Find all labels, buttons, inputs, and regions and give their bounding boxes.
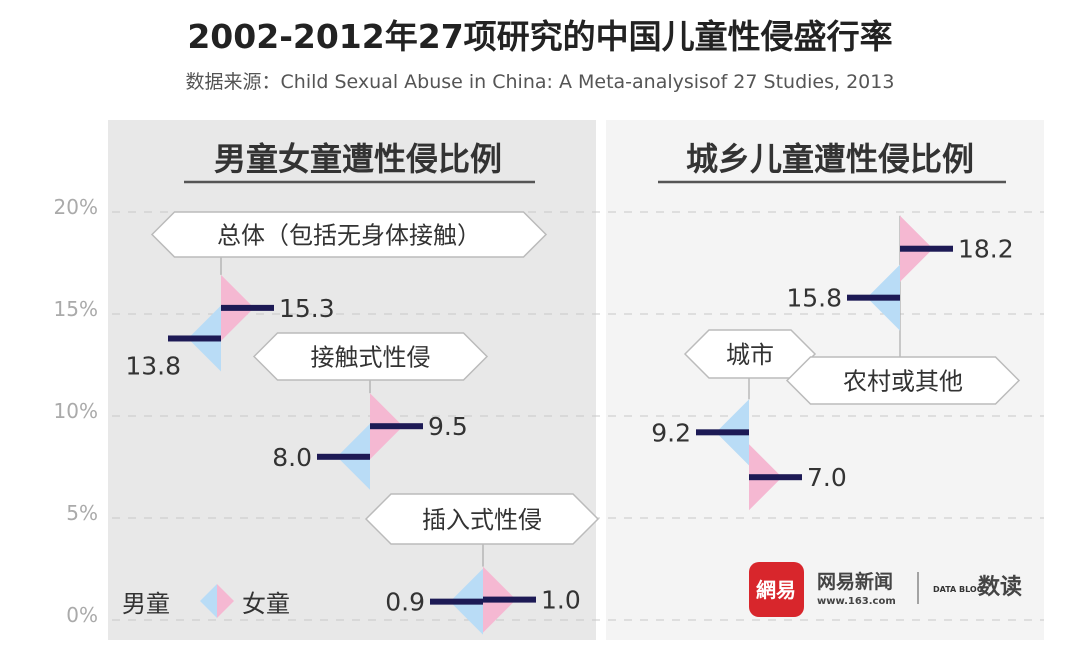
category-label: 农村或其他 xyxy=(843,368,963,396)
netease-logo-mark xyxy=(749,562,804,617)
subtitle: 数据来源：Child Sexual Abuse in China: A Meta… xyxy=(186,71,895,93)
legend-girl-label: 女童 xyxy=(242,590,290,618)
brand-name: 网易新闻 xyxy=(817,570,893,593)
group-0-0: 13.8 15.3 总体（包括无身体接触） xyxy=(125,211,548,380)
boy-value-label: 8.0 xyxy=(272,443,312,472)
boy-bar xyxy=(317,453,370,460)
y-axis-ticks: 0% 5% 10% 15% 20% xyxy=(54,195,98,627)
girl-value-label: 7.0 xyxy=(807,463,847,492)
group-0-2: 0.9 1.0 插入式性侵 xyxy=(364,493,600,635)
girl-bar xyxy=(370,423,423,430)
y-tick-label: 15% xyxy=(54,297,98,321)
girl-value-label: 9.5 xyxy=(428,412,468,441)
group-1-0: 9.2 7.0 城市 xyxy=(651,329,847,511)
category-label-box xyxy=(683,329,817,379)
girl-value-label: 1.0 xyxy=(541,586,581,615)
boy-bar xyxy=(168,335,221,342)
data-blog-mark: DATA BLOG xyxy=(933,585,983,594)
y-tick-label: 5% xyxy=(66,501,98,525)
category-label: 城市 xyxy=(726,341,774,369)
girl-value-label: 18.2 xyxy=(958,235,1014,264)
y-tick-label: 10% xyxy=(54,399,98,423)
boy-value-label: 0.9 xyxy=(385,588,425,617)
section-name: 数读 xyxy=(978,574,1022,600)
category-label: 总体（包括无身体接触） xyxy=(217,222,481,250)
group-0-1: 8.0 9.5 接触式性侵 xyxy=(252,332,489,490)
category-label: 插入式性侵 xyxy=(422,506,542,534)
category-label-box xyxy=(252,332,489,381)
main-title: 2002-2012年27项研究的中国儿童性侵盛行率 xyxy=(187,17,892,56)
category-label-box xyxy=(785,356,1021,405)
girl-bar xyxy=(749,474,802,481)
boy-bar xyxy=(696,429,749,436)
brand-url: www.163.com xyxy=(817,596,896,607)
girl-value-label: 15.3 xyxy=(279,294,335,323)
chart-marks: 13.8 15.3 总体（包括无身体接触） 8.0 9.5 接触式性侵 0.9 1.0 插入式性… xyxy=(125,211,1021,635)
legend-boy-label: 男童 xyxy=(122,590,170,618)
category-label-box xyxy=(150,211,548,258)
boy-bar xyxy=(847,294,900,301)
left-panel-title: 男童女童遭性侵比例 xyxy=(214,140,502,178)
category-label: 接触式性侵 xyxy=(311,344,431,372)
y-tick-label: 0% xyxy=(66,603,98,627)
netease-logo-mark-text: 網易 xyxy=(756,578,796,602)
girl-bar xyxy=(483,596,536,603)
logo: 網易 网易新闻 www.163.com DATA BLOG 数读 xyxy=(749,562,1022,617)
boy-bar xyxy=(430,598,483,605)
legend: 男童 女童 xyxy=(122,584,290,618)
y-tick-label: 20% xyxy=(54,195,98,219)
legend-boy-swatch xyxy=(200,584,217,618)
right-panel-title: 城乡儿童遭性侵比例 xyxy=(686,140,974,178)
category-label-box xyxy=(364,493,600,545)
girl-bar xyxy=(900,245,953,252)
legend-girl-swatch xyxy=(217,584,234,618)
girl-bar xyxy=(221,304,274,311)
group-1-1: 15.8 18.2 农村或其他 xyxy=(785,215,1021,405)
boy-value-label: 15.8 xyxy=(786,284,842,313)
boy-value-label: 13.8 xyxy=(125,351,181,380)
boy-value-label: 9.2 xyxy=(651,418,691,447)
